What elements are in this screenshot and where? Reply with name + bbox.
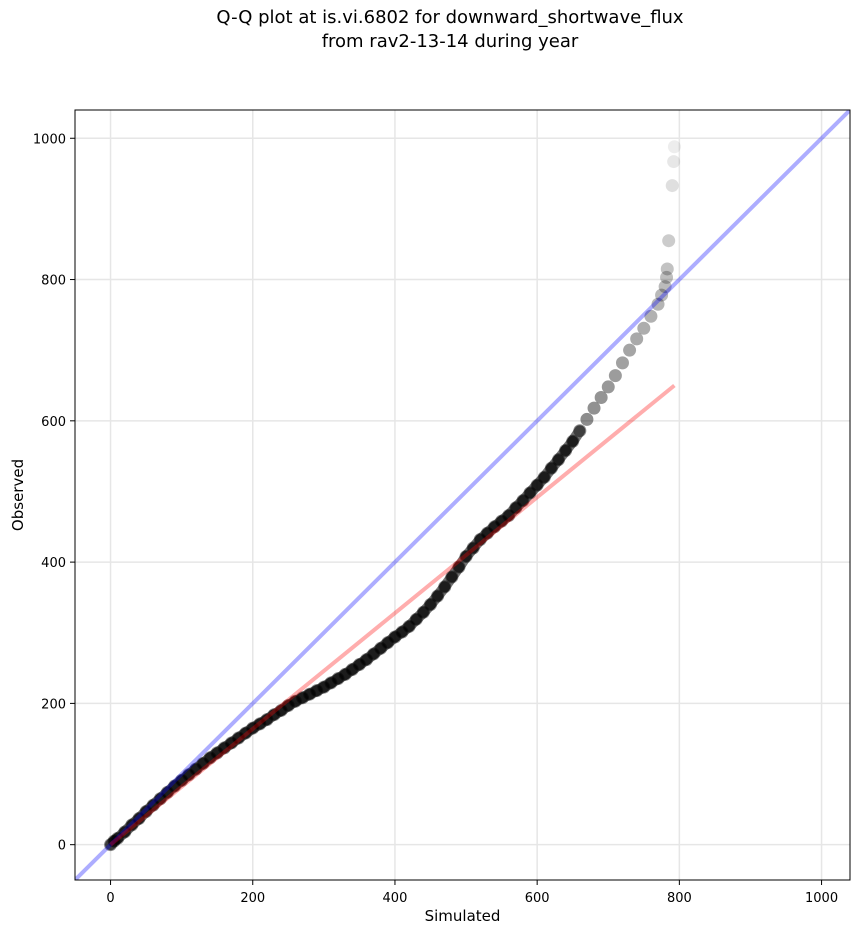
- qq-point-80: [658, 280, 672, 294]
- grid: [75, 110, 850, 880]
- y-tick-label-5: 1000: [33, 132, 66, 147]
- qq-point-76: [637, 321, 651, 335]
- qq-point-84: [665, 179, 679, 193]
- plot-frame: [74, 109, 851, 881]
- x-tick-label-0: 0: [106, 891, 114, 906]
- y-tick-label-2: 400: [41, 556, 66, 571]
- x-axis-label: Simulated: [425, 907, 501, 925]
- chart-title-line-1: Q-Q plot at is.vi.6802 for downward_shor…: [216, 7, 684, 28]
- qq-point-band-66: [567, 425, 586, 447]
- qq-point-72: [608, 369, 622, 383]
- x-tick-label-2: 400: [383, 891, 408, 906]
- x-tick-label-1: 200: [240, 891, 265, 906]
- plot-marks: [75, 110, 850, 880]
- y-tick-label-1: 200: [41, 697, 66, 712]
- chart-title: Q-Q plot at is.vi.6802 for downward_shor…: [0, 6, 860, 54]
- qq-point-85: [667, 155, 681, 169]
- qq-point-77: [644, 309, 658, 323]
- x-tick-label-3: 600: [525, 891, 550, 906]
- qq-point-73: [615, 356, 629, 370]
- qq-point-68: [580, 412, 594, 426]
- y-axis-label: Observed: [9, 459, 27, 531]
- qq-point-74: [623, 343, 637, 357]
- qq-point-70: [594, 391, 608, 405]
- axis-ticks: 0 200 400 600 800 1000 0 200 400 600 800 1000: [33, 132, 838, 906]
- qq-point-82: [660, 262, 674, 276]
- y-tick-label-4: 800: [41, 274, 66, 289]
- qq-point-71: [601, 380, 615, 394]
- fit-line: [109, 383, 676, 847]
- qq-point-86: [667, 140, 681, 154]
- qq-point-83: [662, 234, 676, 248]
- qq-point-78: [651, 297, 665, 311]
- one-to-one-line: [75, 110, 850, 880]
- qq-point-69: [587, 401, 601, 415]
- qq-point-75: [630, 332, 644, 346]
- chart-title-line-2: from rav2-13-14 during year: [321, 31, 579, 52]
- y-tick-label-0: 0: [58, 839, 66, 854]
- y-tick-label-3: 600: [41, 415, 66, 430]
- qq-point-81: [660, 270, 674, 284]
- x-tick-label-5: 1000: [805, 891, 838, 906]
- x-tick-label-4: 800: [667, 891, 692, 906]
- qq-point-79: [655, 288, 669, 302]
